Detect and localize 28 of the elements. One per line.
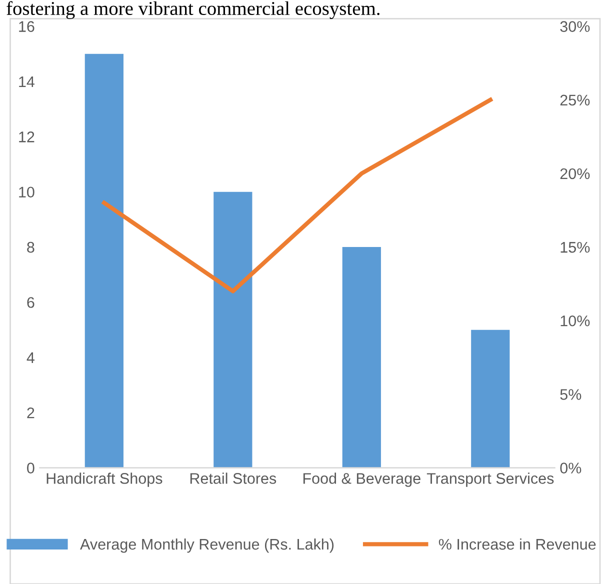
y-tick-label: 12 [19,132,34,142]
y2-tick-label: 25% [560,94,590,106]
x-tick-label: Transport Services [426,472,554,487]
y-tick-label: 10 [19,186,34,198]
y-tick-label: 6 [27,297,34,308]
y2-tick-label: 5% [560,389,582,400]
legend-label: Average Monthly Revenue (Rs. Lakh) [80,538,334,553]
y-tick-label: 16 [19,21,34,32]
y-tick-label: 4 [26,352,34,363]
bar [342,247,381,468]
y2-tick-label: 0% [560,462,582,474]
y2-tick-label: 10% [560,315,590,326]
x-tick-label: Retail Stores [190,472,276,484]
x-tick-label: Handicraft Shops [46,472,162,487]
y-tick-label: 8 [27,242,34,253]
y2-tick-label: 15% [560,242,590,253]
bar [471,330,510,468]
y-tick-label: 14 [19,76,34,88]
text: fostering a more vibrant commercial ecosystem. [6,1,380,20]
y2-tick-label: 20% [560,168,590,180]
legend-label: % Increase in Revenue [438,538,596,550]
y2-tick-label: 30% [560,21,590,32]
x-tick-label: Food & Beverage [303,472,420,487]
bar [84,54,124,468]
y-tick-label: 2 [27,407,34,418]
y-tick-label: 0 [27,462,34,474]
bar [214,192,252,468]
line-series [102,98,492,294]
